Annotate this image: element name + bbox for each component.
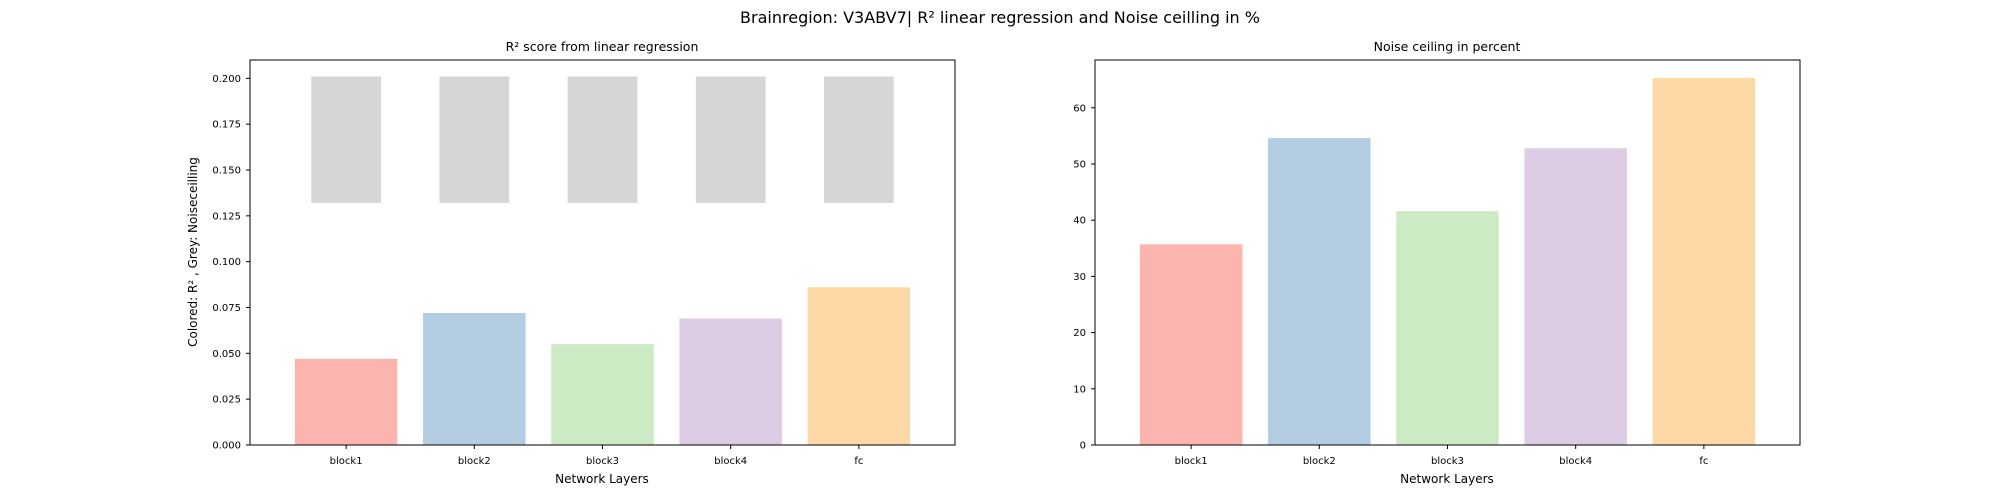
r2-y-tick-label: 0.175 — [212, 120, 241, 131]
r2-bar-fc — [807, 287, 911, 445]
noise-bar-block1 — [1139, 244, 1243, 445]
r2-x-tick-label: fc — [854, 456, 863, 467]
noise-x-tick-label: block3 — [1431, 456, 1464, 467]
r2-y-tick-label: 0.200 — [212, 74, 241, 85]
r2-chart-title: R² score from linear regression — [506, 39, 699, 54]
noise-ceiling-chart: Noise ceiling in percent block1 block2 blo… — [1073, 39, 1801, 486]
noise-y-tick-label: 60 — [1073, 103, 1086, 114]
r2-x-axis-label: Network Layers — [555, 472, 649, 486]
r2-y-tick-label: 0.125 — [212, 211, 241, 222]
r2-bars — [294, 76, 911, 445]
r2-ticks: block1 block2 block3 block4 fc 0.000 0.025 0.05… — [212, 74, 863, 467]
r2-y-tick-label: 0.025 — [212, 395, 241, 406]
noise-x-tick-label: block1 — [1175, 456, 1208, 467]
r2-noise-ceiling-box-fc — [823, 76, 894, 203]
noise-ticks: block1 block2 block3 block4 fc 0 10 20 30 40 50 60 — [1073, 103, 1708, 467]
noise-bar-fc — [1652, 77, 1756, 445]
r2-x-tick-label: block3 — [586, 456, 619, 467]
noise-chart-title: Noise ceiling in percent — [1374, 39, 1521, 54]
noise-x-tick-label: block4 — [1559, 456, 1592, 467]
r2-score-chart: R² score from linear regression block1 bl… — [186, 39, 956, 486]
noise-bar-block3 — [1396, 211, 1499, 445]
r2-noise-ceiling-box-block4 — [695, 76, 766, 203]
figure-title: Brainregion: V3ABV7| R² linear regressio… — [740, 8, 1260, 27]
noise-plot-frame — [1094, 59, 1801, 446]
noise-y-tick-label: 50 — [1073, 159, 1086, 170]
noise-x-axis-label: Network Layers — [1400, 472, 1494, 486]
r2-bar-block2 — [423, 313, 526, 445]
r2-y-tick-label: 0.150 — [212, 166, 241, 177]
noise-y-tick-label: 20 — [1073, 328, 1086, 339]
r2-y-tick-label: 0.050 — [212, 349, 241, 360]
noise-bar-block4 — [1524, 148, 1627, 445]
r2-noise-ceiling-box-block2 — [439, 76, 510, 203]
r2-noise-ceiling-box-block3 — [567, 76, 638, 203]
noise-x-tick-label: fc — [1699, 456, 1708, 467]
r2-x-tick-label: block2 — [458, 456, 491, 467]
noise-y-tick-label: 0 — [1080, 441, 1086, 452]
noise-bars — [1139, 77, 1756, 445]
noise-y-tick-label: 10 — [1073, 384, 1086, 395]
r2-bar-block1 — [294, 358, 398, 445]
r2-y-tick-label: 0.000 — [212, 441, 241, 452]
noise-bar-block2 — [1268, 138, 1371, 445]
r2-plot-frame — [249, 59, 956, 446]
r2-bar-block4 — [679, 318, 782, 445]
r2-x-tick-label: block4 — [714, 456, 747, 467]
r2-y-axis-label: Colored: R² , Grey: Noiseceilling — [186, 157, 200, 347]
noise-y-tick-label: 40 — [1073, 216, 1086, 227]
noise-x-tick-label: block2 — [1303, 456, 1336, 467]
r2-x-tick-label: block1 — [330, 456, 363, 467]
r2-y-tick-label: 0.100 — [212, 257, 241, 268]
r2-noise-ceiling-box-block1 — [311, 76, 382, 203]
r2-bar-block3 — [551, 344, 654, 445]
r2-y-tick-label: 0.075 — [212, 303, 241, 314]
noise-y-tick-label: 30 — [1073, 272, 1086, 283]
